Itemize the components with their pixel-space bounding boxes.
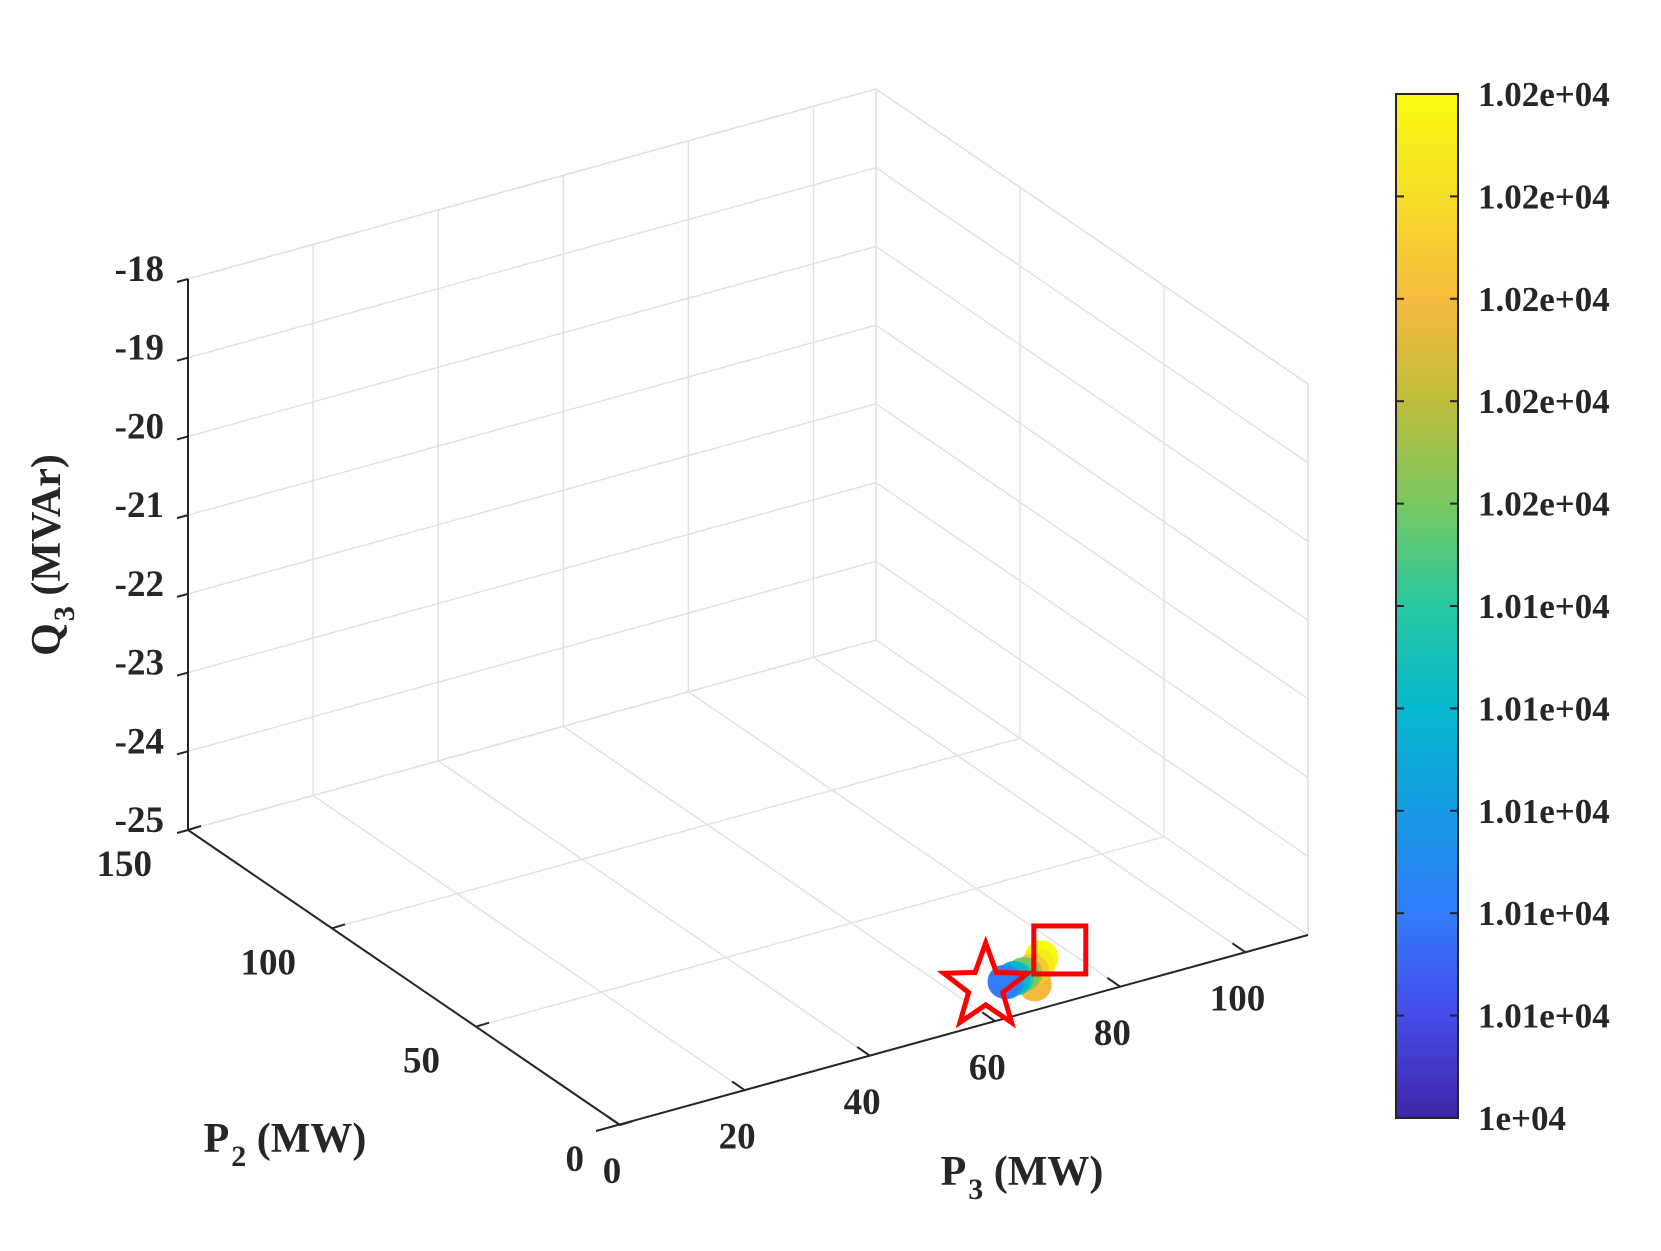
grid-line-z-side bbox=[875, 639, 1309, 936]
x-tick-mark bbox=[856, 1046, 871, 1057]
colorbar-tick-label: 1.01e+04 bbox=[1478, 587, 1610, 626]
z-tick-mark bbox=[176, 514, 189, 520]
grid-line-z-back bbox=[187, 481, 877, 674]
colorbar-tick-label: 1.02e+04 bbox=[1478, 485, 1610, 524]
grid-lines bbox=[187, 88, 1309, 1126]
z-tick-label: -18 bbox=[115, 249, 164, 290]
grid-line-x-floor bbox=[312, 794, 746, 1092]
x-tick-mark bbox=[731, 1080, 746, 1092]
grid-line-z-side bbox=[875, 481, 1309, 779]
z-tick-mark bbox=[176, 829, 189, 834]
x-tick-mark bbox=[1106, 976, 1121, 988]
z-tick-mark bbox=[176, 750, 189, 756]
axis-labels: P3 (MW) P2 (MW) Q3 (MVAr) bbox=[24, 454, 1103, 1206]
data-points bbox=[936, 923, 1089, 1029]
colorbar-tick-label: 1.01e+04 bbox=[1478, 792, 1610, 831]
colorbar-tick-label: 1.02e+04 bbox=[1478, 75, 1610, 114]
y-tick-mark bbox=[475, 1021, 490, 1028]
y-tick-label: 150 bbox=[97, 844, 153, 885]
y-tick-label: 0 bbox=[566, 1139, 585, 1180]
z-tick-label: -23 bbox=[115, 643, 164, 684]
square-marker bbox=[1031, 923, 1089, 977]
grid-line-z-side bbox=[875, 324, 1309, 621]
colorbar-tick-label: 1.01e+04 bbox=[1478, 997, 1610, 1036]
x-tick-label: 40 bbox=[844, 1082, 881, 1123]
z-tick-label: -24 bbox=[115, 721, 164, 762]
z-tick-mark bbox=[176, 356, 189, 362]
z-tick-label: -20 bbox=[115, 406, 164, 447]
x-axis-line bbox=[595, 934, 1309, 1132]
x-tick-mark bbox=[1231, 942, 1247, 954]
x-tick-mark bbox=[981, 1011, 996, 1023]
grid-line-y-floor bbox=[331, 737, 1021, 930]
y-axis-line bbox=[187, 829, 621, 1126]
y-tick-mark bbox=[331, 923, 346, 930]
x-tick-label: 0 bbox=[603, 1151, 622, 1192]
y-tick-label: 50 bbox=[403, 1041, 440, 1082]
z-tick-mark bbox=[176, 671, 189, 677]
z-tick-label: -22 bbox=[115, 564, 164, 605]
z-tick-mark bbox=[176, 592, 189, 598]
x-tick-label: 80 bbox=[1094, 1013, 1131, 1054]
y-axis-label: P2 (MW) bbox=[204, 1116, 367, 1173]
z-tick-mark bbox=[176, 435, 189, 441]
pane-edge bbox=[187, 88, 877, 280]
x-tick-label: 60 bbox=[969, 1047, 1006, 1088]
grid-line-z-back bbox=[187, 167, 877, 359]
grid-line-y-floor bbox=[475, 835, 1165, 1028]
grid-line-z-side bbox=[875, 167, 1309, 464]
y-tick-mark bbox=[619, 1120, 634, 1126]
x-tick-mark bbox=[606, 1115, 621, 1126]
grid-line-x-floor bbox=[687, 691, 1121, 988]
grid-line-x-floor bbox=[437, 760, 871, 1057]
z-tick-label: -21 bbox=[115, 485, 164, 526]
colorbar-tick-label: 1.02e+04 bbox=[1478, 382, 1610, 421]
x-tick-label: 100 bbox=[1210, 978, 1266, 1019]
x-axis-label: P3 (MW) bbox=[941, 1149, 1104, 1206]
z-tick-label: -25 bbox=[115, 800, 164, 841]
grid-line-z-back bbox=[187, 560, 877, 752]
grid-line-z-back bbox=[187, 324, 877, 516]
z-tick-label: -19 bbox=[115, 328, 164, 369]
colorbar-tick-label: 1.02e+04 bbox=[1478, 280, 1610, 319]
grid-line-z-side bbox=[875, 245, 1309, 543]
tick-labels: 0 20 40 60 80 100 0 50 100 150-25 -24 -23 -22 -21 -20 -… bbox=[97, 249, 1266, 1192]
y-tick-mark bbox=[187, 825, 202, 831]
grid-line-z-back bbox=[187, 639, 877, 831]
colorbar: 1e+04 1.01e+04 1.01e+04 1.01e+04 1.01e+04 1.0… bbox=[1395, 75, 1610, 1138]
x-tick-label: 20 bbox=[719, 1116, 756, 1157]
z-axis-label: Q3 (MVAr) bbox=[24, 454, 81, 656]
y-tick-label: 100 bbox=[241, 942, 297, 983]
grid-line-z-side bbox=[875, 403, 1309, 700]
colorbar-gradient bbox=[1395, 93, 1459, 1119]
colorbar-tick-label: 1.02e+04 bbox=[1478, 177, 1610, 216]
pane-edge bbox=[875, 88, 1309, 385]
grid-line-x-floor bbox=[562, 725, 996, 1022]
colorbar-tick-label: 1.01e+04 bbox=[1478, 894, 1610, 933]
z-tick-mark bbox=[176, 278, 189, 283]
grid-line-z-back bbox=[187, 403, 877, 595]
colorbar-tick-label: 1e+04 bbox=[1478, 1099, 1566, 1138]
star-marker bbox=[936, 935, 1035, 1029]
grid-line-z-side bbox=[875, 560, 1309, 857]
axes bbox=[176, 278, 1309, 1132]
grid-line-x-floor bbox=[813, 656, 1246, 953]
grid-line-z-back bbox=[187, 245, 877, 438]
colorbar-tick-label: 1.01e+04 bbox=[1478, 689, 1610, 728]
